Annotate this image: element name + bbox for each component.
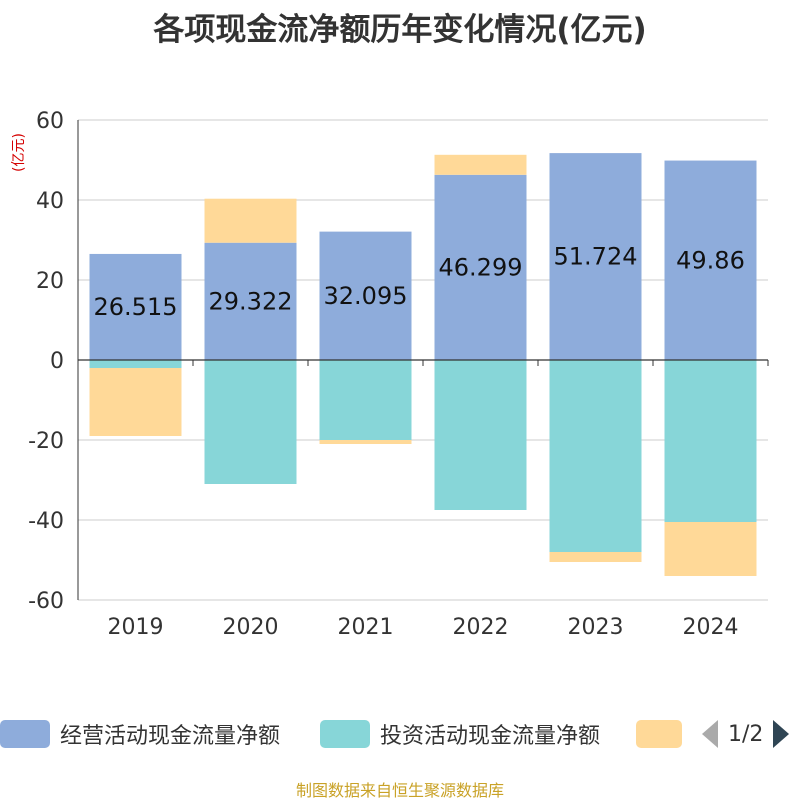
legend-page-indicator: 1/2 xyxy=(728,721,764,747)
x-tick-label: 2019 xyxy=(108,615,164,640)
bar-2023-series-0 xyxy=(549,153,642,360)
data-source-note: 制图数据来自恒生聚源数据库 xyxy=(295,781,504,800)
bar-2021-series-1 xyxy=(319,360,412,440)
y-tick-label: 20 xyxy=(36,269,64,294)
bar-2022-series-1 xyxy=(434,360,527,510)
prev-page-icon[interactable] xyxy=(700,719,720,749)
legend-pager: 1/2 xyxy=(700,714,791,754)
y-tick-label: -40 xyxy=(28,509,64,534)
x-tick-label: 2021 xyxy=(338,615,394,640)
bar-2024-series-1 xyxy=(664,360,757,522)
bar-chart: -60 -40 -20 0 20 40 60 26.515 29.322 32.095 46.299… xyxy=(28,109,769,640)
legend-swatch-financing xyxy=(636,720,682,748)
y-tick-label: -20 xyxy=(28,429,64,454)
x-tick-label: 2024 xyxy=(683,615,739,640)
bar-2020-series-2 xyxy=(204,198,297,243)
bar-2021-series-2 xyxy=(319,440,412,444)
x-tick-label: 2022 xyxy=(453,615,509,640)
bar-2019-series-1 xyxy=(89,360,182,368)
y-tick-label: 60 xyxy=(36,109,64,134)
y-tick-label: 0 xyxy=(50,349,64,374)
legend-swatch-investing xyxy=(320,720,370,748)
data-label: 49.86 xyxy=(676,246,745,274)
data-label: 51.724 xyxy=(554,243,638,271)
legend-swatch-operating xyxy=(0,720,50,748)
legend-item-investing[interactable]: 投资活动现金流量净额 xyxy=(320,714,600,754)
bar-2020-series-0 xyxy=(204,242,297,360)
data-label: 32.095 xyxy=(324,282,408,310)
legend-label-operating: 经营活动现金流量净额 xyxy=(60,724,281,749)
legend: 经营活动现金流量净额 投资活动现金流量净额 xyxy=(0,714,800,754)
chart-title: 各项现金流净额历年变化情况(亿元) xyxy=(153,12,647,48)
legend-item-financing[interactable] xyxy=(636,714,682,754)
legend-item-operating[interactable]: 经营活动现金流量净额 xyxy=(0,714,280,754)
y-tick-label: -60 xyxy=(28,589,64,614)
data-label: 46.299 xyxy=(439,253,523,281)
bar-2019-series-0 xyxy=(89,253,182,360)
next-page-icon[interactable] xyxy=(771,719,791,749)
bar-2020-series-1 xyxy=(204,360,297,484)
x-tick-label: 2023 xyxy=(568,615,624,640)
bar-2022-series-0 xyxy=(434,174,527,360)
y-tick-label: 40 xyxy=(36,189,64,214)
bar-2024-series-2 xyxy=(664,522,757,576)
data-label: 26.515 xyxy=(94,293,178,321)
bar-2019-series-2 xyxy=(89,368,182,436)
bar-2024-series-0 xyxy=(664,160,757,360)
data-label: 29.322 xyxy=(209,287,293,315)
bar-2021-series-0 xyxy=(319,231,412,360)
bar-2022-series-2 xyxy=(434,154,527,175)
x-tick-label: 2020 xyxy=(223,615,279,640)
bar-2023-series-1 xyxy=(549,360,642,552)
bar-2023-series-2 xyxy=(549,552,642,562)
legend-label-investing: 投资活动现金流量净额 xyxy=(380,724,601,749)
